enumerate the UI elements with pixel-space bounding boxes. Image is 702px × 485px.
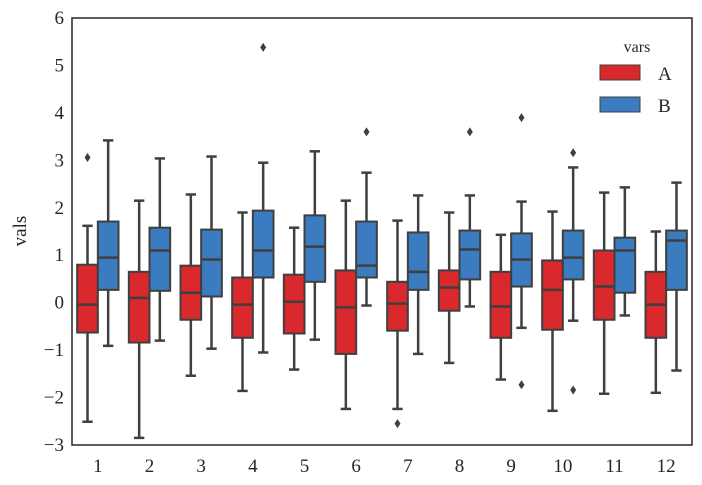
- legend-title: vars: [624, 39, 651, 56]
- x-tick-label: 4: [248, 456, 258, 477]
- box: [489, 270, 513, 339]
- box: [386, 280, 409, 332]
- y-tick-label: 5: [55, 55, 65, 76]
- box: [96, 220, 120, 291]
- y-tick-label: 2: [55, 198, 65, 219]
- x-tick-label: 11: [605, 456, 623, 477]
- outlier-point: [363, 127, 370, 137]
- y-tick-label: −2: [44, 388, 64, 409]
- x-tick-label: 7: [403, 456, 413, 477]
- box-a-12: [644, 230, 668, 395]
- box-b-9: [510, 113, 533, 390]
- box-a-5: [282, 226, 306, 371]
- box: [355, 220, 378, 279]
- y-tick-label: 6: [55, 8, 65, 29]
- box-a-10: [541, 210, 564, 413]
- outlier-point: [518, 113, 525, 123]
- x-tick-label: 6: [351, 456, 361, 477]
- plot-marks: [76, 42, 688, 440]
- box-b-5: [303, 150, 327, 341]
- x-tick-label: 9: [506, 456, 516, 477]
- box: [613, 236, 637, 294]
- x-tick-label: 1: [93, 456, 103, 477]
- box: [148, 226, 172, 292]
- outlier-point: [466, 127, 473, 137]
- x-tick-label: 3: [196, 456, 206, 477]
- box: [541, 259, 564, 331]
- plot-frame: [71, 17, 693, 446]
- y-tick-label: −3: [44, 435, 64, 456]
- outlier-point: [84, 152, 91, 162]
- box-a-3: [179, 193, 203, 377]
- box-a-7: [386, 219, 409, 429]
- box-b-1: [96, 139, 120, 348]
- outlier-point: [570, 148, 577, 158]
- legend-label-b: B: [658, 96, 671, 117]
- y-tick-label: 1: [55, 245, 65, 266]
- y-tick-label: −1: [44, 340, 64, 361]
- box-b-11: [613, 186, 637, 317]
- box-b-8: [458, 127, 482, 308]
- y-tick-label: 3: [55, 150, 65, 171]
- box: [127, 270, 151, 344]
- x-tick-label: 10: [553, 456, 572, 477]
- box-a-9: [489, 233, 513, 381]
- box-b-10: [561, 148, 585, 395]
- x-axis-ticks: 1 2 3 4 5 6 7 8 9 10 11 12: [93, 456, 676, 477]
- box: [231, 276, 254, 339]
- box-a-11: [592, 191, 616, 396]
- box-b-2: [148, 157, 172, 342]
- legend-label-a: A: [658, 64, 672, 85]
- x-tick-label: 12: [657, 456, 676, 477]
- box-b-6: [355, 127, 378, 307]
- box: [200, 228, 223, 298]
- x-tick-label: 2: [145, 456, 155, 477]
- box-a-8: [437, 211, 461, 365]
- box: [665, 229, 688, 291]
- box-b-12: [665, 181, 688, 372]
- box-a-1: [76, 152, 99, 424]
- box: [303, 214, 327, 283]
- outlier-point: [260, 42, 267, 52]
- box: [437, 269, 461, 312]
- box-b-3: [200, 155, 223, 350]
- box: [282, 273, 306, 335]
- legend-swatch-a: [599, 64, 641, 81]
- box-b-7: [406, 194, 430, 356]
- outlier-point: [394, 419, 401, 429]
- box: [251, 209, 275, 279]
- box: [592, 249, 616, 321]
- y-axis-ticks: −3 −2 −1 0 1 2 3 4 5 6: [44, 8, 65, 456]
- legend-swatch-b: [599, 96, 641, 113]
- box-a-4: [231, 211, 254, 393]
- legend: vars A B: [599, 39, 672, 117]
- x-tick-label: 5: [300, 456, 310, 477]
- box: [561, 229, 585, 281]
- x-tick-label: 8: [455, 456, 465, 477]
- y-tick-label: 0: [55, 293, 65, 314]
- box: [458, 229, 482, 281]
- box-a-6: [334, 199, 358, 411]
- box: [334, 269, 358, 355]
- box-a-2: [127, 199, 151, 440]
- box-b-4: [251, 42, 275, 354]
- outlier-point: [518, 380, 525, 390]
- y-axis-label: vals: [10, 216, 31, 247]
- box: [76, 263, 99, 334]
- outlier-point: [570, 385, 577, 395]
- y-tick-label: 4: [55, 103, 65, 124]
- box: [406, 231, 430, 291]
